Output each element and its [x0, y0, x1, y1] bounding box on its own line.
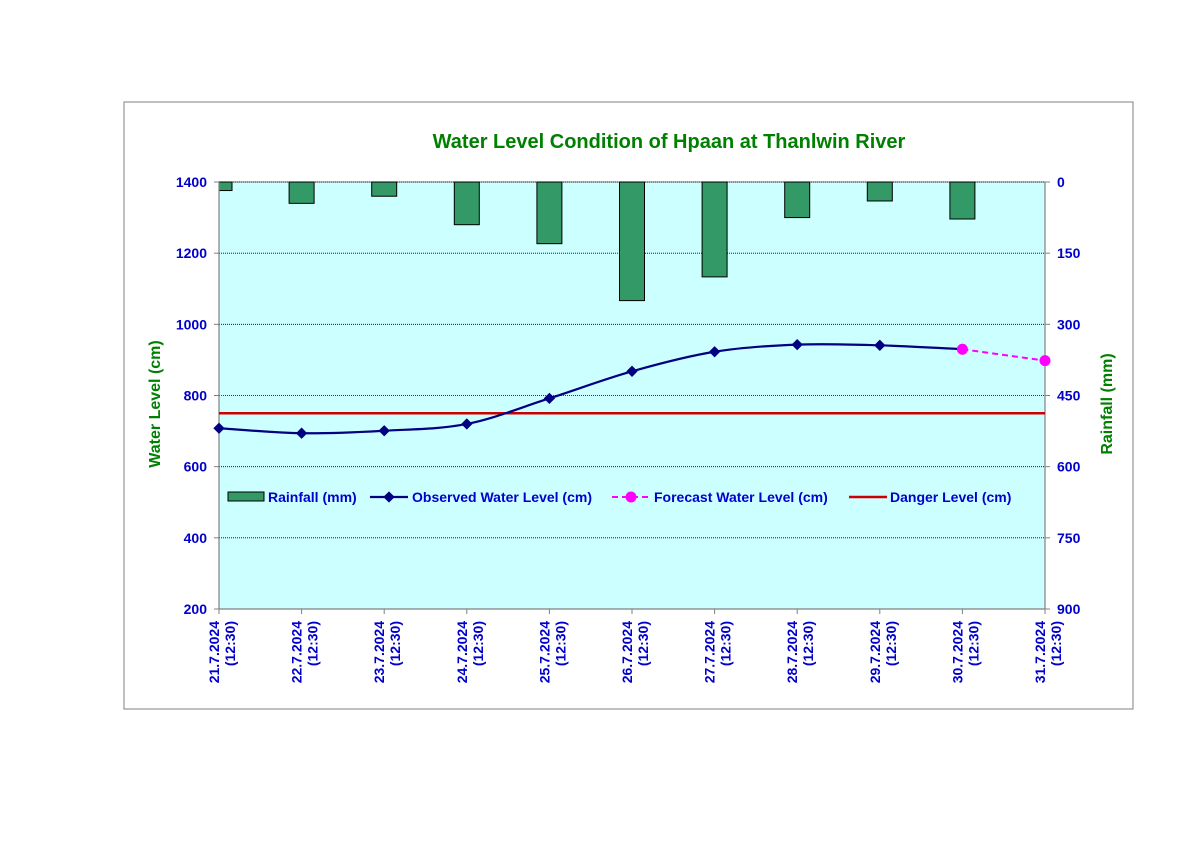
x-tick-label: 22.7.2024(12:30)	[289, 621, 321, 683]
x-tick-time: (12:30)	[305, 621, 321, 666]
y-tick-label-left: 400	[184, 530, 208, 546]
rainfall-bar	[536, 181, 563, 245]
x-tick-date: 27.7.2024	[702, 621, 718, 683]
x-tick-date: 21.7.2024	[206, 621, 222, 683]
x-tick-label: 23.7.2024(12:30)	[371, 621, 403, 683]
y-tick-label-right: 600	[1057, 459, 1081, 475]
x-tick-date: 30.7.2024	[949, 621, 965, 683]
observed-water-level-point	[213, 422, 225, 434]
x-tick-time: (12:30)	[387, 621, 403, 666]
rainfall-bar	[453, 181, 480, 226]
y-tick-label-right: 450	[1057, 388, 1081, 404]
rainfall-bar	[866, 181, 893, 202]
chart-title: Water Level Condition of Hpaan at Thanlw…	[433, 131, 906, 153]
legend-label-forecast: Forecast Water Level (cm)	[654, 489, 828, 505]
x-tick-label: 31.7.2024(12:30)	[1032, 621, 1064, 683]
observed-water-level-line	[218, 343, 963, 435]
rainfall-bar	[619, 181, 645, 302]
x-tick-time: (12:30)	[1048, 621, 1064, 666]
x-tick-label: 28.7.2024(12:30)	[784, 621, 816, 683]
x-tick-label: 24.7.2024(12:30)	[454, 621, 486, 683]
x-tick-time: (12:30)	[965, 621, 981, 666]
y-tick-label-right: 300	[1057, 316, 1081, 332]
x-tick-label: 21.7.2024(12:30)	[206, 621, 238, 683]
y-tick-label-left: 1000	[176, 316, 207, 332]
x-tick-date: 22.7.2024	[289, 621, 305, 683]
x-tick-time: (12:30)	[470, 621, 486, 666]
plot-area: 1400 1200 1000 800 600 400 200 0 150 300 450 600 750…	[176, 174, 1081, 683]
x-tick-label: 26.7.2024(12:30)	[619, 621, 651, 683]
rainfall-bar	[371, 181, 398, 197]
y-tick-label-left: 200	[184, 601, 208, 617]
x-tick-date: 23.7.2024	[371, 621, 387, 683]
observed-water-level-point	[378, 425, 390, 437]
legend-label-observed: Observed Water Level (cm)	[412, 489, 592, 505]
y-tick-label-right: 0	[1057, 174, 1065, 190]
forecast-water-level-line	[962, 348, 1046, 362]
rainfall-bar	[701, 181, 728, 278]
x-tick-date: 28.7.2024	[784, 621, 800, 683]
y-tick-label-left: 600	[184, 459, 208, 475]
x-tick-label: 25.7.2024(12:30)	[536, 621, 568, 683]
x-tick-time: (12:30)	[800, 621, 816, 666]
x-tick-time: (12:30)	[635, 621, 651, 666]
x-tick-label: 27.7.2024(12:30)	[702, 621, 734, 683]
y-tick-label-left: 1400	[176, 174, 207, 190]
forecast-water-level-point	[1039, 355, 1051, 367]
y-axis-right-title: Rainfall (mm)	[1099, 353, 1116, 454]
observed-water-level-point	[791, 338, 803, 351]
observed-water-level-point	[461, 418, 473, 430]
y-tick-label-left: 800	[184, 388, 208, 404]
x-tick-time: (12:30)	[222, 621, 238, 666]
legend: Rainfall (mm) Observed Water Level (cm) Fo…	[227, 489, 1011, 505]
rainfall-bar	[218, 181, 233, 192]
x-tick-date: 24.7.2024	[454, 621, 470, 683]
y-tick-label-right: 750	[1057, 530, 1081, 546]
x-tick-time: (12:30)	[718, 621, 734, 666]
x-tick-time: (12:30)	[883, 621, 899, 666]
x-tick-date: 26.7.2024	[619, 621, 635, 683]
y-tick-label-right: 900	[1057, 601, 1081, 617]
x-tick-date: 31.7.2024	[1032, 621, 1048, 683]
observed-water-level-point	[626, 365, 638, 377]
forecast-water-level-point	[956, 343, 968, 355]
x-tick-date: 29.7.2024	[867, 621, 883, 683]
observed-water-level-point	[708, 346, 721, 358]
x-tick-label: 29.7.2024(12:30)	[867, 621, 899, 683]
x-tick-label: 30.7.2024(12:30)	[949, 621, 981, 683]
x-tick-time: (12:30)	[552, 621, 568, 666]
legend-swatch-forecast-marker	[625, 491, 637, 503]
observed-water-level-point	[543, 392, 556, 405]
rainfall-bar	[949, 181, 976, 220]
rainfall-bar	[784, 181, 811, 219]
y-tick-label-left: 1200	[176, 245, 207, 261]
rainfall-bar	[288, 181, 315, 204]
observed-water-level-point	[874, 339, 886, 351]
legend-swatch-rainfall	[227, 491, 265, 502]
observed-water-level-point	[295, 427, 308, 439]
legend-label-danger: Danger Level (cm)	[890, 489, 1011, 505]
legend-swatch-observed-marker	[383, 491, 395, 503]
y-axis-left-title: Water Level (cm)	[147, 340, 164, 467]
legend-label-rainfall: Rainfall (mm)	[268, 489, 357, 505]
y-tick-label-right: 150	[1057, 245, 1081, 261]
x-tick-date: 25.7.2024	[536, 621, 552, 683]
